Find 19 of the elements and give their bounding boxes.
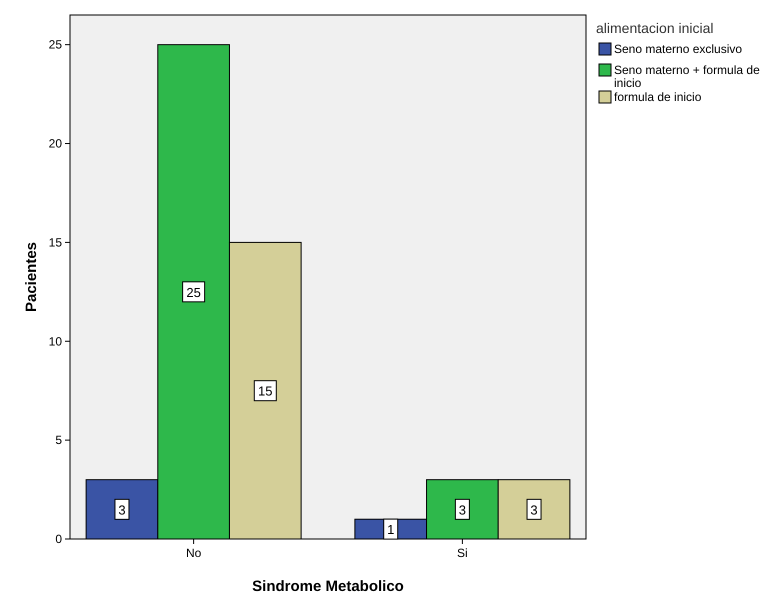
- y-tick-label: 0: [55, 532, 62, 546]
- y-tick-label: 20: [48, 136, 62, 151]
- y-axis-title: Pacientes: [23, 242, 40, 312]
- data-label: 25: [186, 284, 201, 300]
- y-tick-label: 15: [48, 235, 62, 250]
- data-label: 3: [118, 502, 126, 518]
- data-label: 15: [258, 384, 273, 399]
- legend-label: Seno materno exclusivo: [614, 42, 742, 56]
- x-tick-label: Si: [457, 546, 468, 560]
- legend-label: formula de inicio: [614, 90, 702, 104]
- data-label: 3: [530, 502, 538, 518]
- y-tick-label: 5: [55, 433, 62, 448]
- x-axis-title: Sindrome Metabolico: [252, 578, 404, 594]
- data-label: 1: [387, 522, 394, 538]
- legend-title: alimentacion inicial: [596, 20, 714, 36]
- y-tick-label: 25: [48, 38, 62, 52]
- x-tick-label: No: [186, 546, 202, 560]
- data-label: 3: [458, 502, 466, 518]
- y-tick-label: 10: [48, 334, 62, 348]
